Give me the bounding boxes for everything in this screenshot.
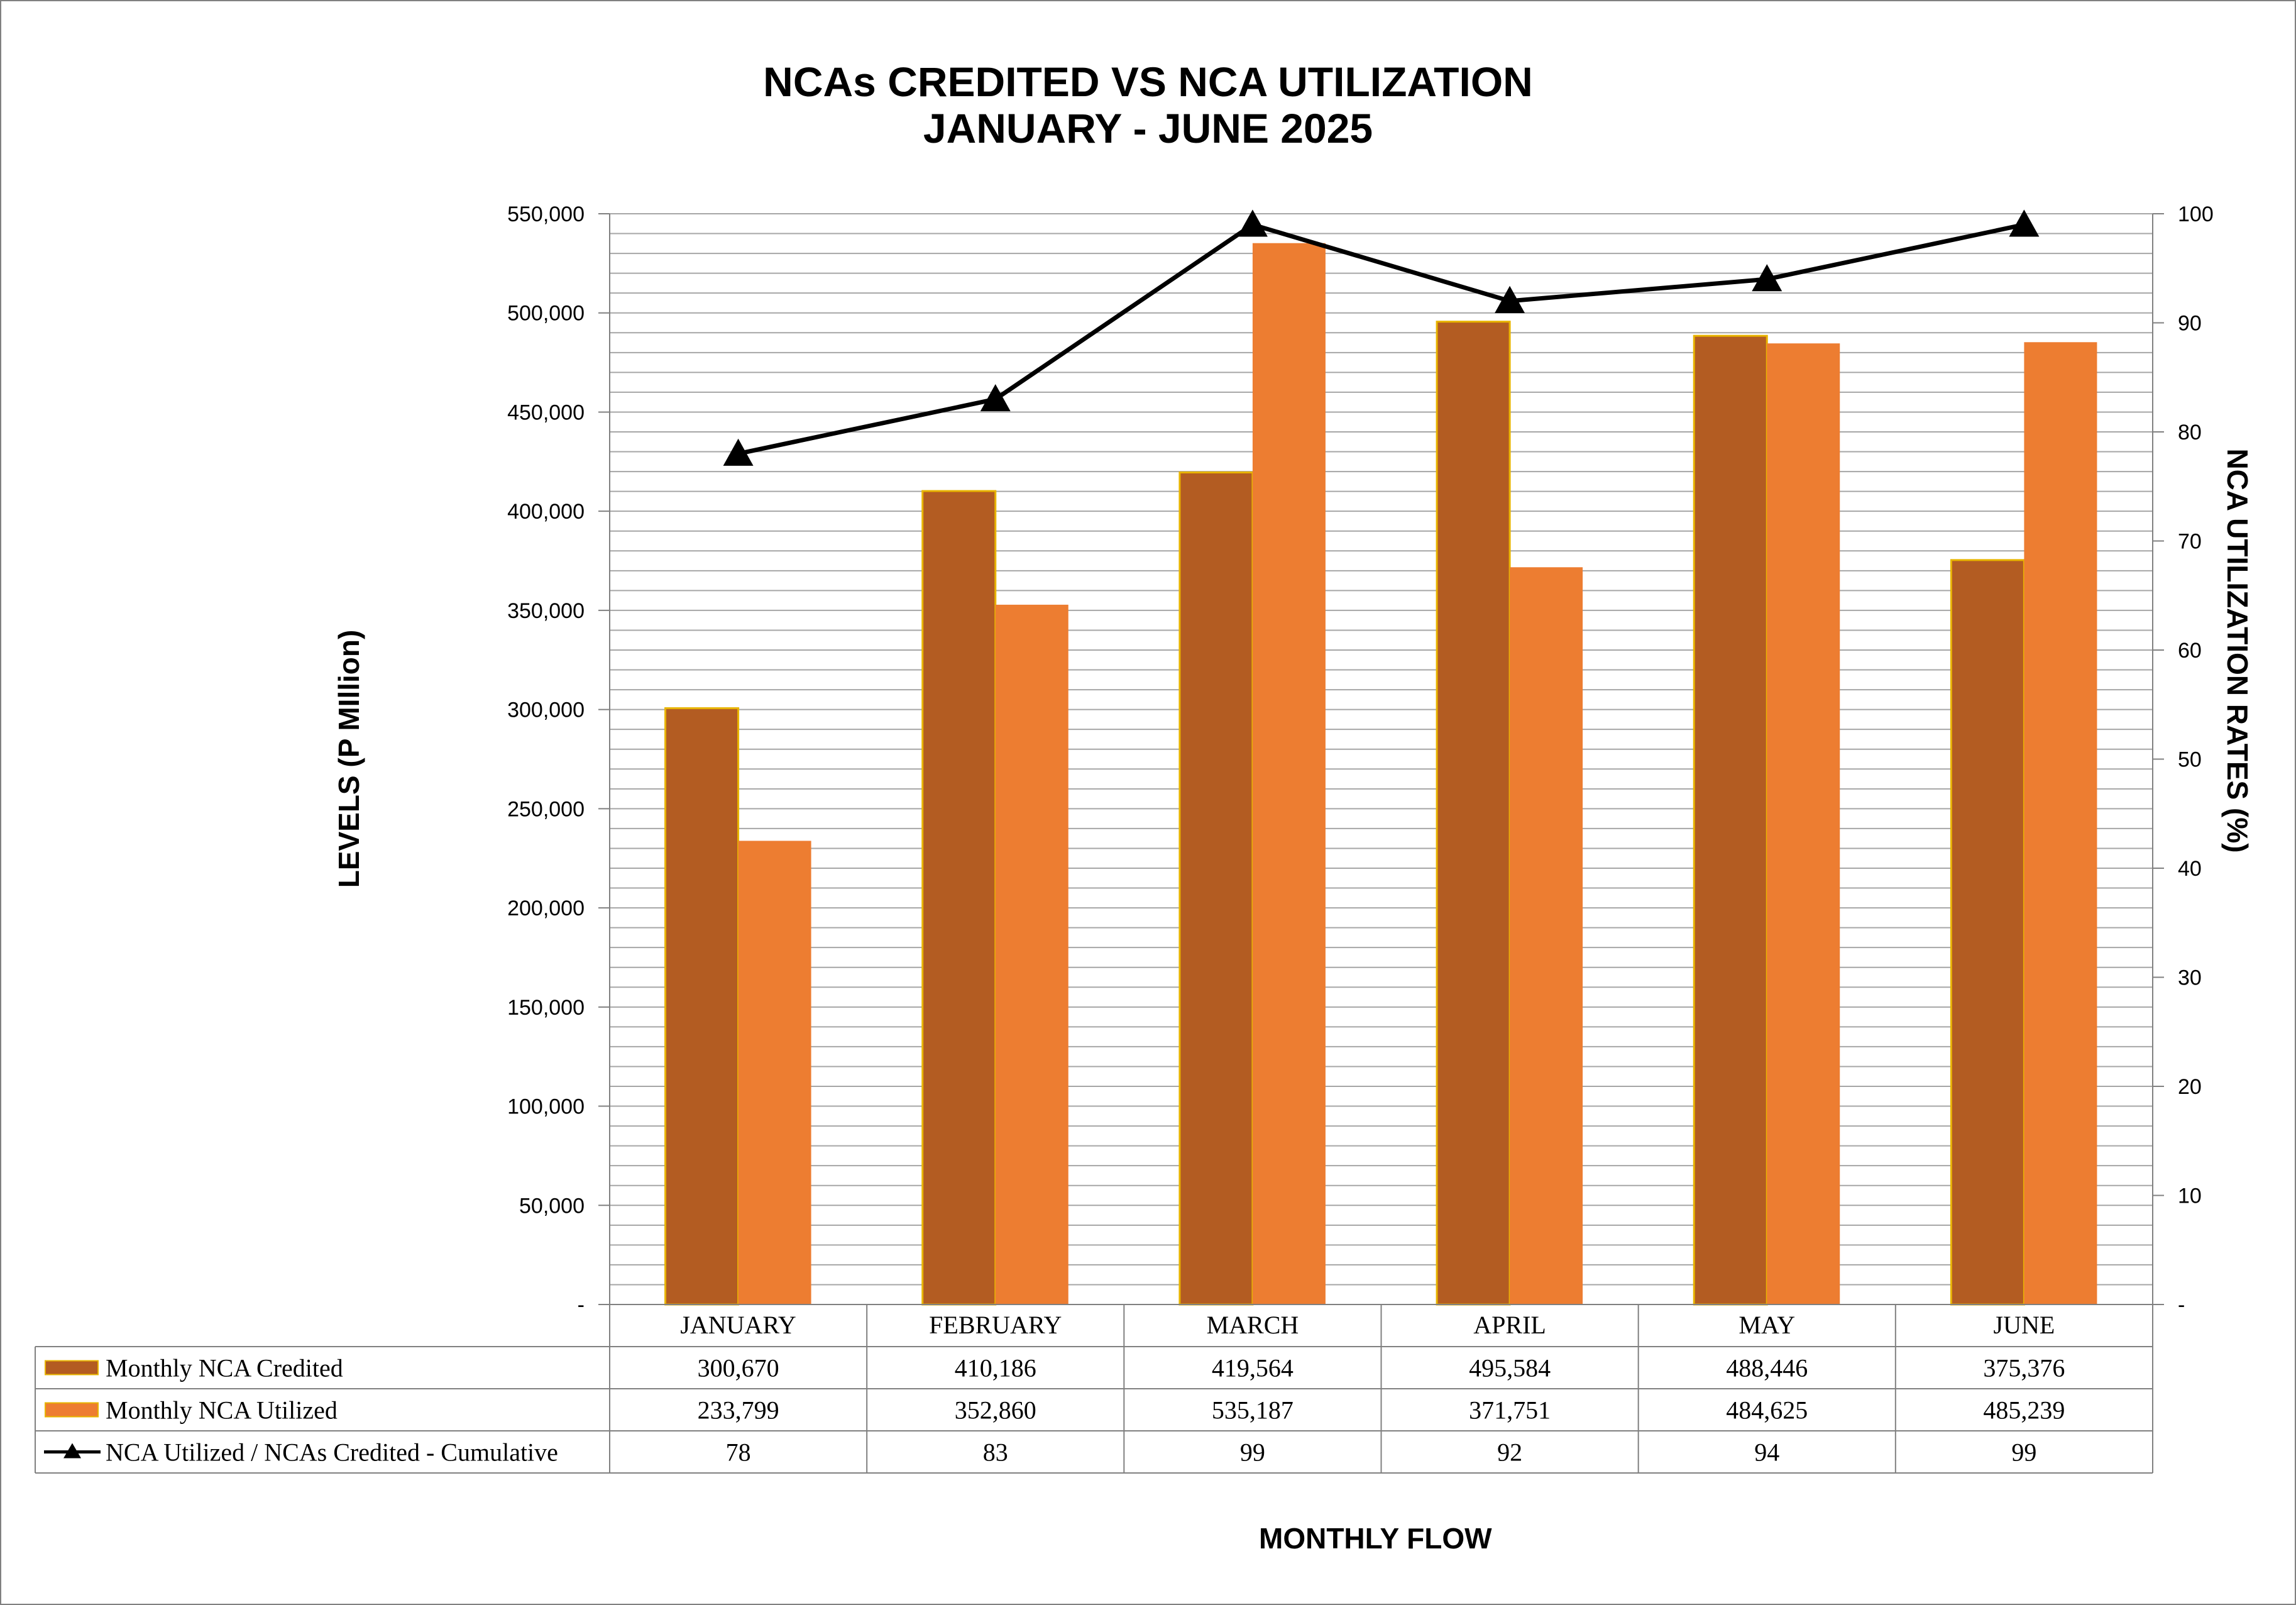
y-tick-label: 500,000 (507, 302, 585, 326)
y-tick-label: 250,000 (507, 797, 585, 821)
y2-tick-label: 100 (2178, 202, 2214, 226)
data-table-value: 488,446 (1726, 1354, 1808, 1382)
data-table-value: 83 (983, 1438, 1008, 1467)
bar-credited (1950, 559, 2025, 1306)
bar-credited (1436, 321, 1511, 1306)
marker-utilization-rate (1237, 209, 1268, 237)
data-table-value: 78 (726, 1438, 751, 1467)
data-table-value: 419,564 (1212, 1354, 1294, 1382)
x-category-label: MARCH (1207, 1311, 1299, 1339)
marker-utilization-rate (723, 438, 754, 466)
marker-utilization-rate (980, 383, 1011, 412)
bar-credited (1693, 334, 1768, 1306)
bar-utilized (1252, 243, 1326, 1304)
data-table-value: 352,860 (955, 1396, 1036, 1425)
data-table-value: 485,239 (1983, 1396, 2065, 1425)
legend-key-utilized (45, 1402, 99, 1418)
y-tick-label: 200,000 (507, 896, 585, 920)
y-tick-label: 350,000 (507, 599, 585, 623)
y-tick-label: 300,000 (507, 698, 585, 722)
y2-tick-label: 50 (2178, 748, 2202, 772)
x-category-label: APRIL (1473, 1311, 1546, 1339)
y-tick-label: 550,000 (507, 202, 585, 226)
data-table-value: 300,670 (698, 1354, 779, 1382)
y2-tick-label: 20 (2178, 1075, 2202, 1099)
x-category-label: JUNE (1994, 1311, 2055, 1339)
legend-label: Monthly NCA Credited (106, 1354, 343, 1382)
y-tick-label: 450,000 (507, 400, 585, 424)
x-axis-title: MONTHLY FLOW (1259, 1522, 1492, 1555)
y-tick-label: 400,000 (507, 500, 585, 524)
data-table-value: 484,625 (1726, 1396, 1808, 1425)
y2-tick-label: 70 (2178, 530, 2202, 554)
chart-subtitle: JANUARY - JUNE 2025 (923, 105, 1373, 152)
marker-utilization-rate (2009, 209, 2040, 237)
data-table-value: 99 (1240, 1438, 1265, 1467)
y-tick-label: - (578, 1293, 585, 1317)
legend-label: NCA Utilized / NCAs Credited - Cumulativ… (106, 1438, 558, 1467)
y2-tick-label: 10 (2178, 1184, 2202, 1208)
data-table-value: 410,186 (955, 1354, 1036, 1382)
x-category-label: JANUARY (680, 1311, 796, 1339)
y2-tick-label: 60 (2178, 639, 2202, 663)
legend-label: Monthly NCA Utilized (106, 1396, 338, 1425)
bar-utilized (995, 604, 1068, 1304)
marker-utilization-rate (1495, 285, 1525, 313)
x-category-label: FEBRUARY (929, 1311, 1062, 1339)
bar-utilized (738, 841, 811, 1304)
marker-utilization-rate (1752, 264, 1782, 292)
data-table-value: 371,751 (1469, 1396, 1551, 1425)
x-category-label: MAY (1738, 1311, 1795, 1339)
data-table-value: 92 (1497, 1438, 1522, 1467)
legend-key-marker (63, 1443, 81, 1459)
y-tick-label: 150,000 (507, 996, 585, 1020)
data-table-value: 535,187 (1212, 1396, 1294, 1425)
bar-credited (664, 707, 740, 1306)
data-table-value: 495,584 (1469, 1354, 1551, 1382)
y2-tick-label: 80 (2178, 421, 2202, 444)
y-tick-label: 100,000 (507, 1095, 585, 1119)
data-table-value: 233,799 (698, 1396, 779, 1425)
y2-tick-label: - (2178, 1293, 2185, 1317)
bar-utilized (1510, 567, 1583, 1304)
bar-utilized (2024, 342, 2097, 1304)
y2-tick-label: 40 (2178, 857, 2202, 881)
y-tick-label: 50,000 (519, 1194, 585, 1218)
data-table-value: 99 (2011, 1438, 2036, 1467)
chart-title: NCAs CREDITED VS NCA UTILIZATION (763, 58, 1533, 105)
y2-tick-label: 30 (2178, 966, 2202, 990)
data-table-value: 94 (1754, 1438, 1779, 1467)
data-table-value: 375,376 (1983, 1354, 2065, 1382)
bar-credited (1178, 471, 1254, 1306)
legend-key-credited (45, 1360, 99, 1376)
bar-utilized (1767, 343, 1840, 1304)
line-utilization-rate (737, 222, 2025, 456)
bar-credited (921, 490, 997, 1306)
y2-tick-label: 90 (2178, 312, 2202, 336)
